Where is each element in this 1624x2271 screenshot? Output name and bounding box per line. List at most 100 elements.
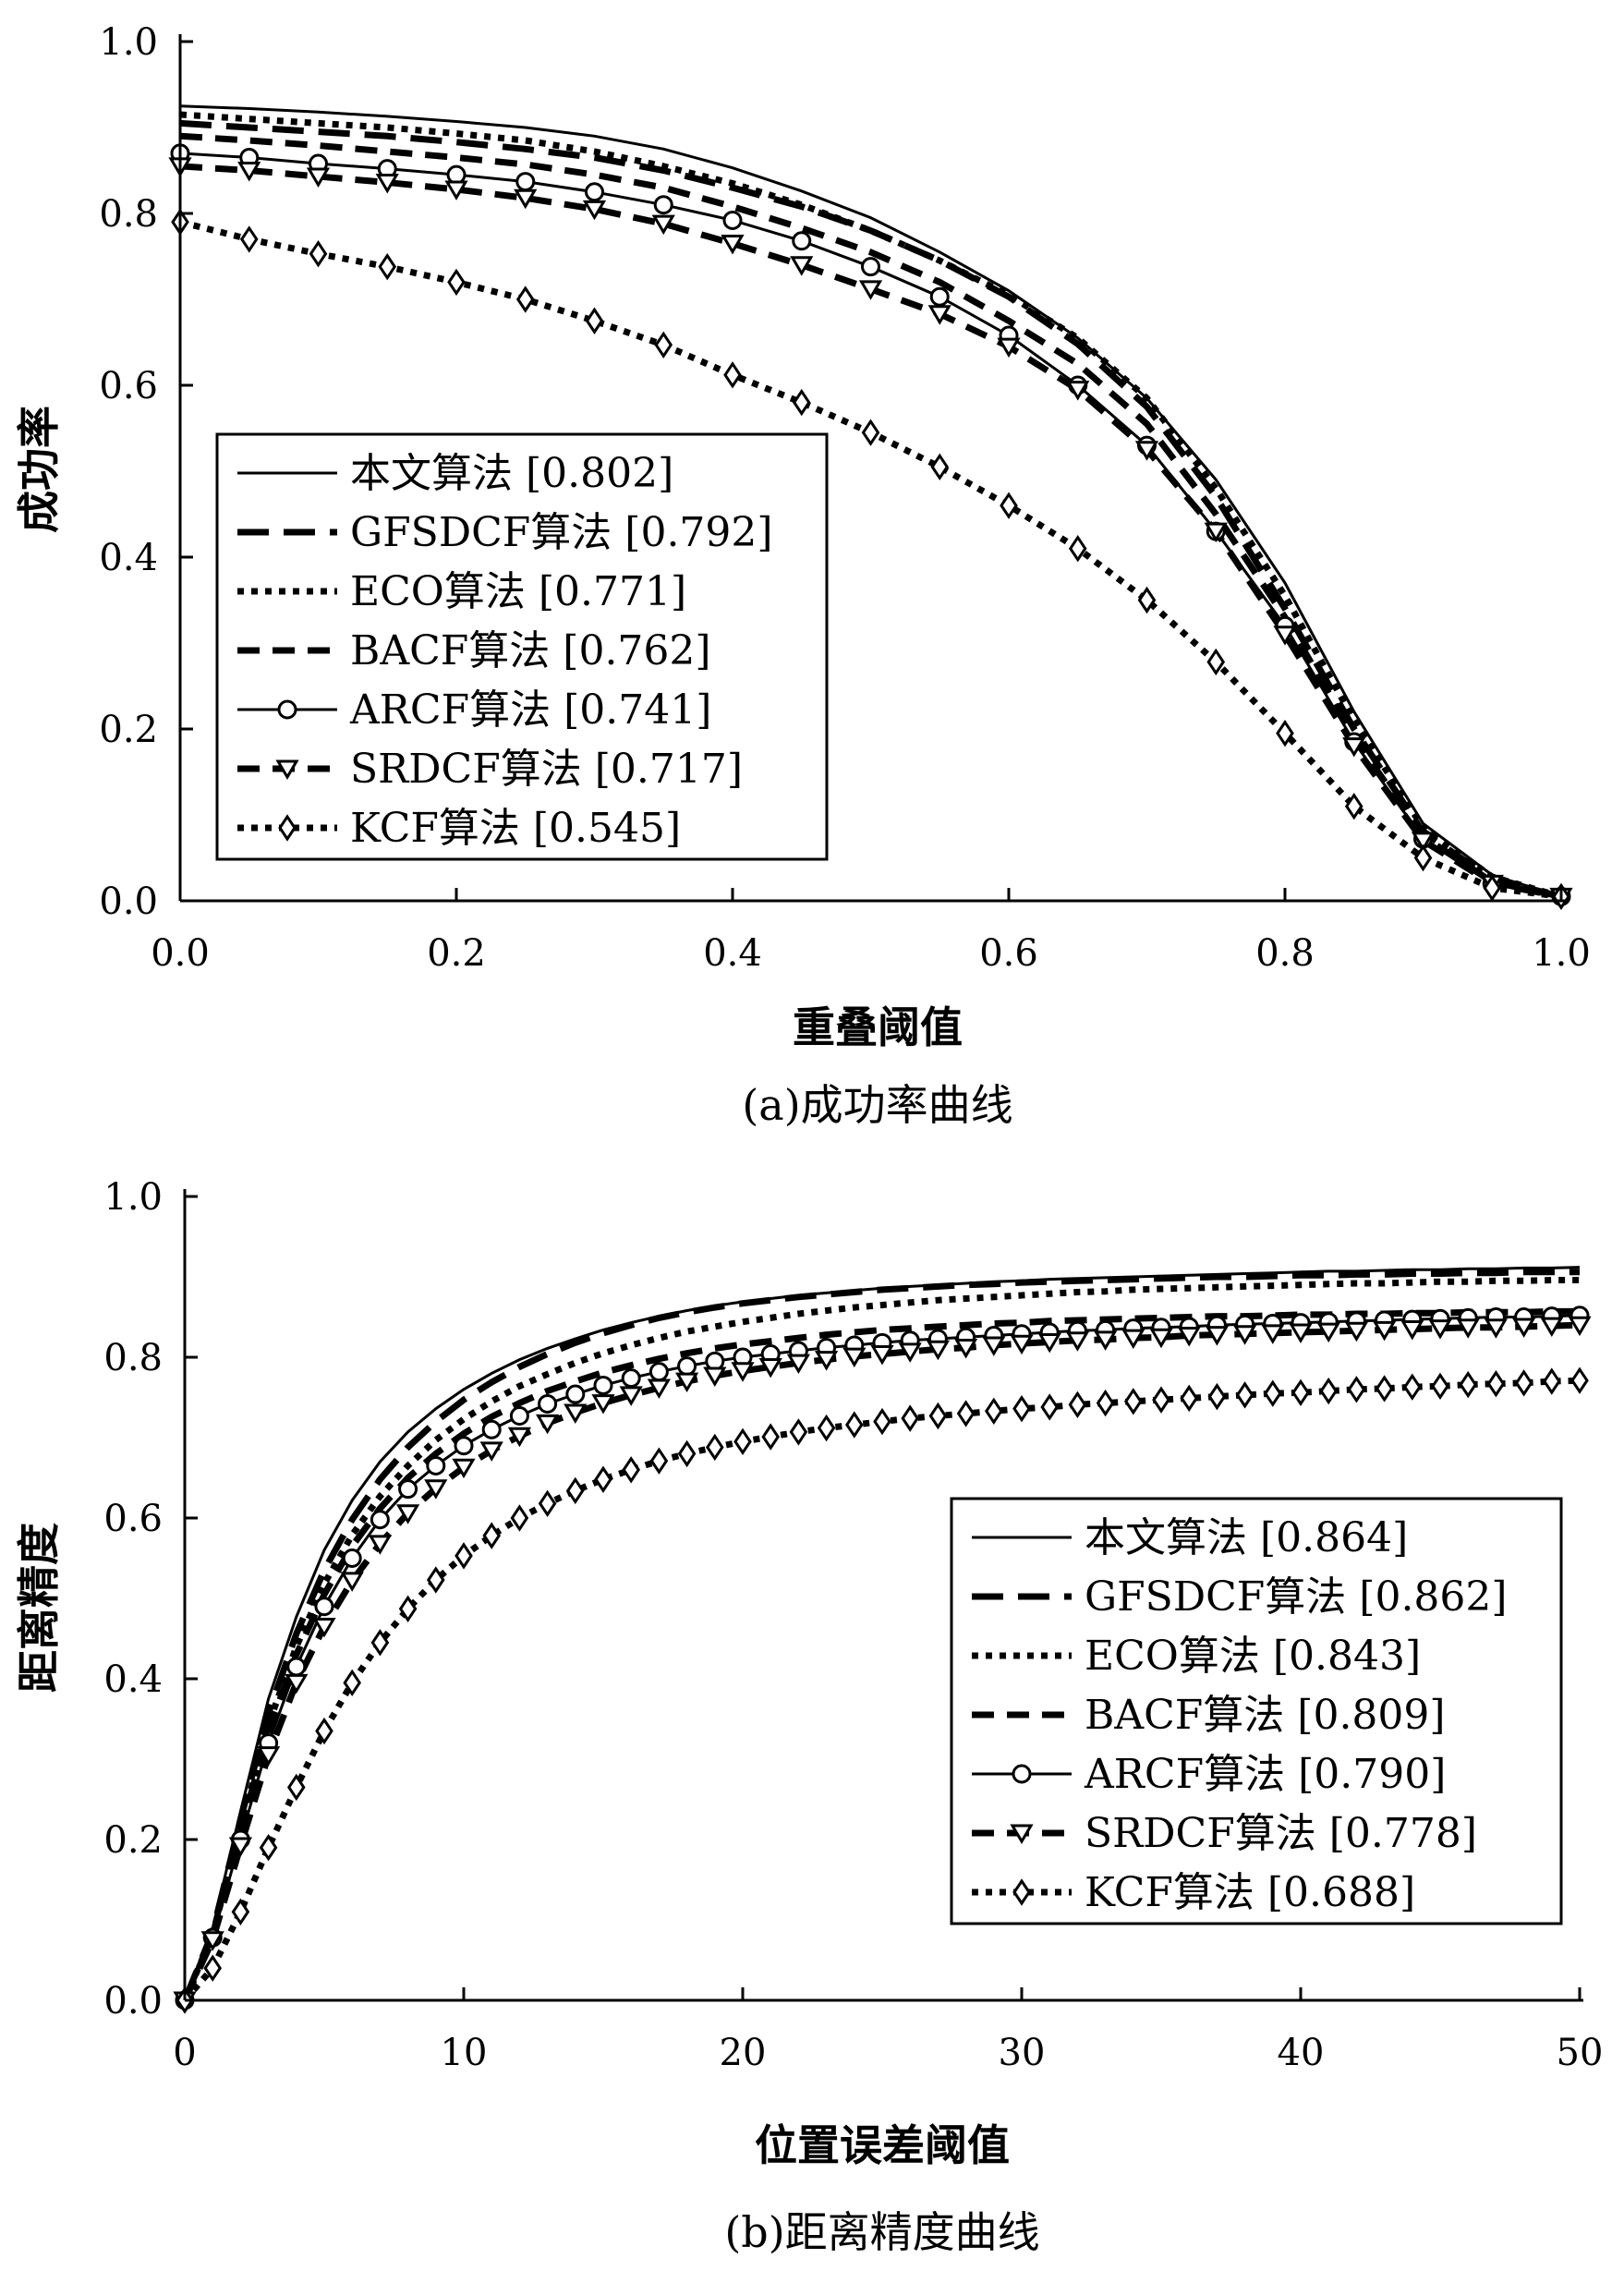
series-marker-6: [1000, 492, 1018, 519]
series-marker-5: [1149, 1328, 1173, 1349]
series-marker-6: [585, 307, 604, 334]
series-marker-5: [1066, 381, 1090, 401]
series-marker-6: [1068, 1391, 1087, 1419]
precision-chart: 0.0 0.2 0.4 0.6 0.8 1.0 0 10 20 30 40 50 本文算法 [0.86…: [14, 1176, 1603, 2257]
series-marker-5: [1037, 1332, 1061, 1354]
y-tick-label: 0.0: [103, 1980, 163, 2022]
precision-series-markers: [173, 1306, 1592, 2014]
series-marker-6: [370, 1629, 390, 1657]
series-marker-6: [956, 1400, 976, 1427]
series-line-1: [179, 119, 1562, 900]
series-marker-6: [928, 1402, 948, 1430]
x-tick-label: 30: [999, 2032, 1046, 2074]
legend-label-1: GFSDCF算法 [0.792]: [350, 509, 773, 556]
success-rate-chart: 0.0 0.2 0.4 0.6 0.8 1.0 0.0 0.2 0.4 0.6 0.8 1.0 本文算…: [14, 21, 1591, 1130]
y-tick-label: 0.4: [99, 537, 158, 579]
legend-label-1: GFSDCF算法 [0.862]: [1085, 1573, 1508, 1621]
series-marker-4: [722, 210, 743, 230]
series-marker-5: [1261, 1324, 1285, 1344]
x-tick-label: 20: [720, 2032, 767, 2074]
series-marker-5: [651, 214, 675, 236]
series-marker-6: [1459, 1370, 1478, 1399]
series-marker-5: [647, 1378, 672, 1400]
precision-legend: 本文算法 [0.864] GFSDCF算法 [0.862] ECO算法 [0.843…: [950, 1497, 1563, 1925]
series-marker-6: [1413, 844, 1433, 872]
series-marker-6: [1152, 1386, 1170, 1414]
series-marker-5: [1289, 1323, 1313, 1343]
series-marker-5: [982, 1336, 1006, 1356]
series-marker-5: [870, 1345, 894, 1366]
series-marker-5: [842, 1347, 867, 1368]
series-marker-6: [203, 1954, 223, 1982]
series-marker-5: [228, 1837, 253, 1857]
legend-box: [950, 1497, 1563, 1925]
x-tick-label: 0: [173, 2032, 196, 2074]
series-marker-6: [1483, 874, 1502, 902]
legend-marker-5: [275, 759, 299, 780]
y-tick-label: 0.4: [103, 1658, 163, 1701]
legend-label-5: SRDCF算法 [0.717]: [350, 746, 743, 793]
series-marker-5: [898, 1342, 922, 1363]
series-marker-6: [984, 1397, 1003, 1425]
series-marker-5: [306, 167, 331, 188]
series-marker-4: [454, 1436, 474, 1456]
series-marker-5: [237, 162, 261, 182]
y-tick-label: 0.8: [99, 193, 158, 236]
precision-axes: 0.0 0.2 0.4 0.6 0.8 1.0 0 10 20 30 40 50: [103, 1176, 1603, 2074]
series-marker-5: [1456, 1318, 1480, 1339]
series-marker-6: [901, 1404, 920, 1432]
success-rate-series-markers: [168, 143, 1573, 911]
series-marker-6: [515, 285, 535, 313]
series-marker-5: [1484, 1318, 1509, 1339]
series-marker-4: [426, 1455, 446, 1476]
legend-label-0: 本文算法 [0.802]: [350, 450, 673, 497]
series-marker-6: [239, 225, 259, 253]
legend-box: [215, 432, 829, 861]
legend-label-4: ARCF算法 [0.790]: [1084, 1751, 1446, 1798]
series-marker-6: [286, 1773, 306, 1802]
series-marker-6: [1206, 648, 1226, 676]
series-marker-6: [1123, 1388, 1143, 1415]
series-marker-6: [426, 1566, 445, 1594]
series-marker-6: [1570, 1366, 1589, 1394]
success-rate-caption: (a)成功率曲线: [742, 1080, 1012, 1130]
series-marker-6: [844, 1411, 864, 1439]
series-marker-4: [648, 1362, 669, 1382]
series-marker-6: [1347, 1376, 1366, 1403]
legend-marker-6: [1012, 1878, 1031, 1906]
x-tick-label: 0.4: [703, 932, 762, 975]
series-marker-4: [370, 1510, 390, 1530]
series-marker-6: [378, 252, 397, 281]
series-marker-4: [342, 1548, 362, 1568]
series-marker-5: [997, 337, 1021, 358]
y-tick-label: 1.0: [103, 1176, 163, 1219]
series-marker-4: [481, 1419, 502, 1439]
x-tick-label: 1.0: [1532, 932, 1591, 975]
series-marker-6: [1344, 792, 1363, 820]
series-marker-6: [817, 1414, 836, 1442]
series-marker-5: [790, 256, 814, 276]
series-marker-6: [1235, 1381, 1254, 1409]
series-marker-6: [1263, 1379, 1282, 1407]
series-line-3: [179, 132, 1562, 900]
series-marker-6: [733, 1427, 752, 1456]
series-marker-5: [582, 200, 607, 221]
series-marker-5: [1093, 1330, 1118, 1351]
series-marker-5: [1568, 1316, 1592, 1337]
precision-y-axis-title: 距离精度: [14, 1523, 64, 1693]
series-marker-5: [1204, 522, 1228, 543]
legend-marker-5: [1010, 1824, 1034, 1844]
legend-marker-6: [278, 814, 297, 842]
series-marker-6: [594, 1465, 612, 1493]
series-marker-5: [814, 1351, 839, 1371]
x-tick-label: 50: [1557, 2032, 1604, 2074]
series-marker-6: [622, 1456, 641, 1484]
series-marker-6: [565, 1476, 585, 1505]
series-marker-6: [315, 1717, 333, 1745]
series-marker-4: [286, 1657, 307, 1677]
series-marker-6: [1291, 1378, 1310, 1406]
series-marker-6: [792, 388, 811, 417]
y-tick-label: 0.6: [103, 1498, 163, 1540]
series-marker-5: [1273, 625, 1297, 646]
series-marker-6: [649, 1447, 669, 1475]
